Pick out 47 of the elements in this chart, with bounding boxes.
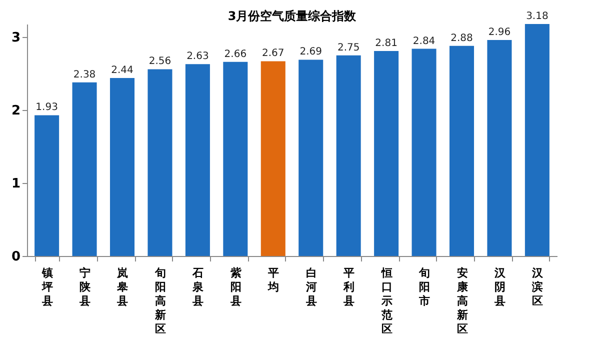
bar [148, 69, 172, 256]
data-label: 2.44 [111, 64, 134, 76]
bar [185, 64, 210, 256]
x-tick-label: 宁陕县 [78, 266, 92, 308]
bar [524, 24, 550, 256]
data-label: 2.69 [300, 46, 322, 58]
x-tick-label: 恒口示范区 [380, 266, 394, 336]
data-label: 2.66 [224, 48, 247, 60]
data-label: 2.63 [186, 51, 209, 62]
bar [449, 46, 474, 256]
x-tick-label: 石泉县 [192, 266, 205, 308]
y-tick-label: 2 [11, 104, 20, 119]
x-tick-label: 汉阴县 [493, 266, 506, 308]
y-tick-label: 3 [11, 30, 20, 46]
bar [110, 78, 135, 256]
bar [260, 61, 286, 256]
x-tick-label: 岚皋县 [116, 266, 128, 308]
data-label: 2.38 [73, 69, 96, 80]
x-tick-label: 汉滨区 [531, 266, 544, 308]
y-tick-label: 1 [11, 176, 20, 192]
data-label: 2.67 [262, 48, 284, 60]
bar [298, 60, 324, 256]
data-label: 2.88 [450, 32, 473, 44]
x-tick-label: 紫阳县 [229, 266, 242, 308]
data-label: 3.18 [526, 11, 548, 22]
x-tick-label: 旬阳市 [418, 266, 430, 308]
data-label: 2.96 [488, 27, 511, 38]
y-tick-label: 0 [11, 250, 20, 264]
data-label: 2.56 [148, 56, 172, 68]
data-label: 2.81 [375, 38, 398, 49]
chart-title: 3月份空气质量综合指数 [228, 9, 358, 23]
x-tick-label: 白河县 [304, 266, 317, 308]
x-tick-label: 安康高新区 [456, 266, 469, 336]
bar [336, 55, 361, 256]
x-tick-label: 旬阳高新区 [154, 266, 166, 336]
data-label: 2.84 [412, 36, 436, 47]
bar [412, 48, 436, 256]
bar [72, 82, 97, 256]
x-tick-label: 平均 [267, 266, 280, 294]
bar [223, 62, 248, 256]
bar [34, 115, 60, 256]
x-tick-label: 平利县 [342, 266, 355, 308]
bar [487, 40, 512, 256]
x-tick-label: 镇坪县 [40, 266, 53, 308]
data-label: 2.75 [337, 42, 360, 54]
bar [374, 50, 399, 256]
data-label: 1.93 [36, 102, 58, 114]
